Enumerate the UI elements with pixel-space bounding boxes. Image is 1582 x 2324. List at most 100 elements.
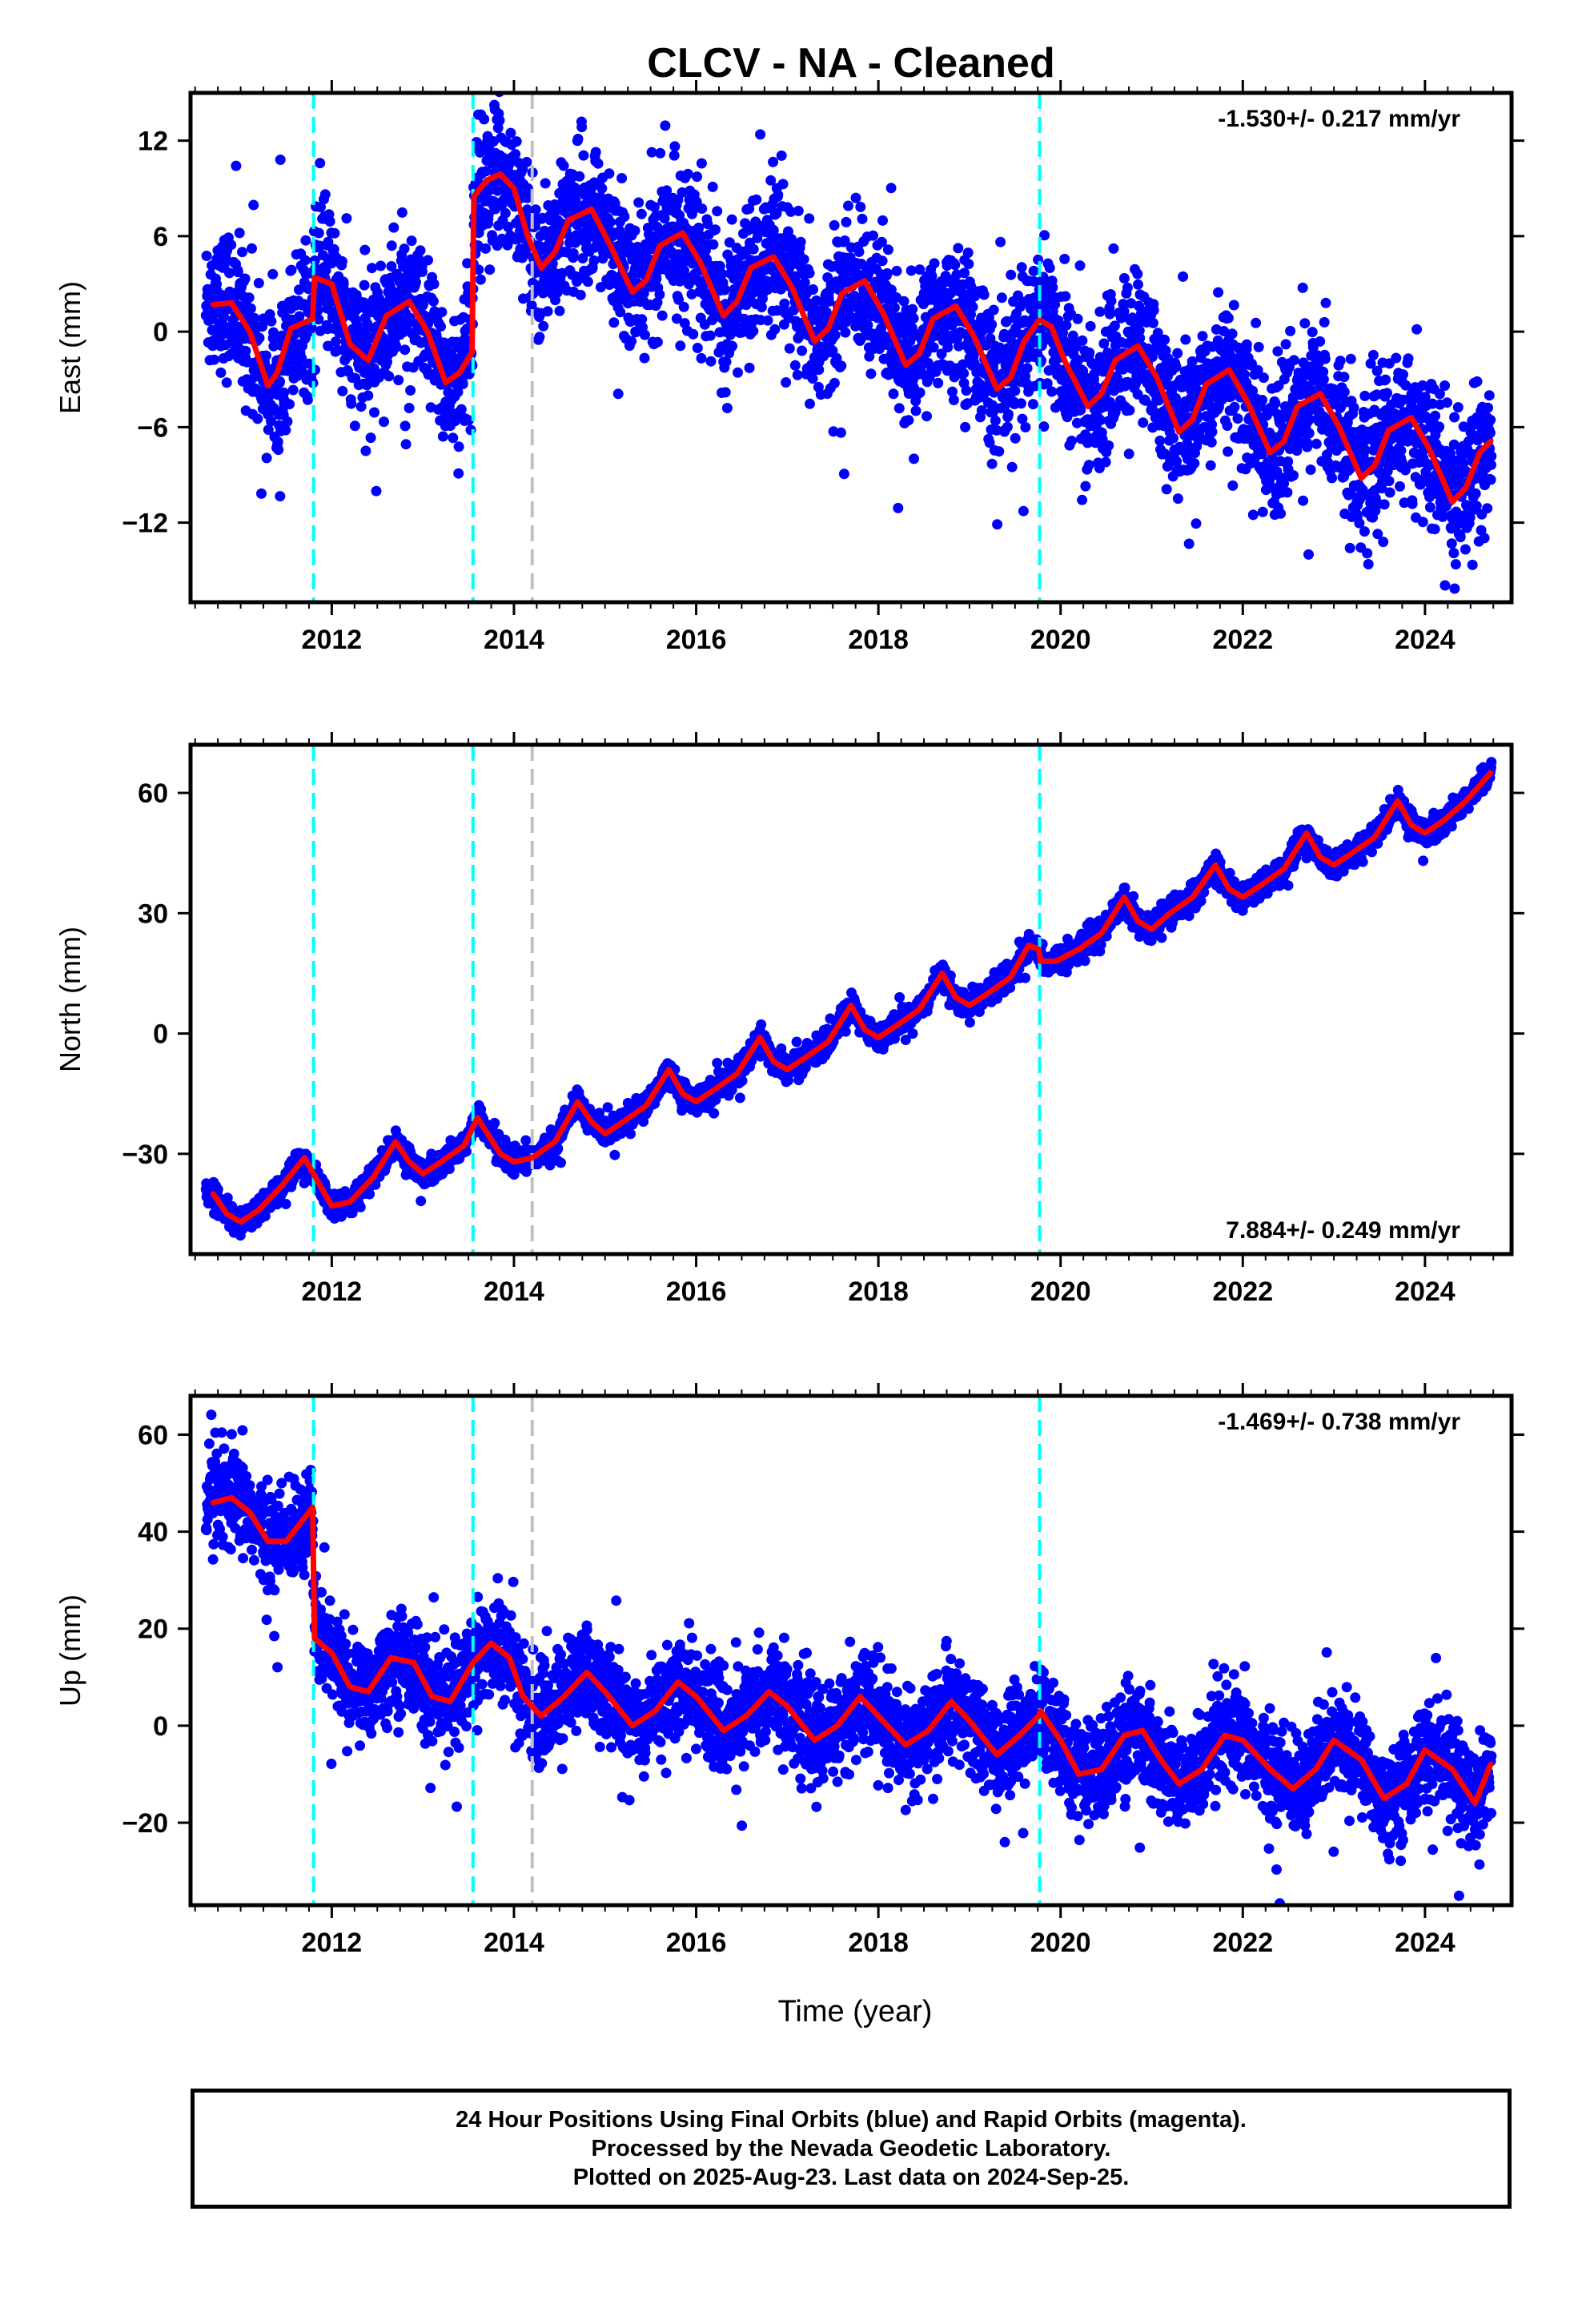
data-point	[996, 292, 1007, 304]
data-point	[669, 150, 680, 161]
data-point	[903, 415, 914, 426]
data-point	[428, 296, 439, 307]
data-point	[1479, 533, 1490, 544]
data-point	[829, 329, 841, 340]
data-point	[1171, 456, 1182, 467]
rate-label: -1.530+/- 0.217 mm/yr	[1218, 106, 1460, 132]
data-point	[1472, 376, 1483, 387]
data-point	[1080, 480, 1091, 492]
data-point	[1028, 265, 1039, 276]
data-point	[473, 264, 484, 275]
data-point	[1022, 363, 1033, 374]
data-point	[963, 259, 974, 270]
data-point	[1482, 503, 1493, 514]
panel-frame	[188, 90, 1514, 605]
data-point	[658, 193, 669, 204]
data-point	[404, 403, 415, 413]
data-point	[1172, 493, 1183, 505]
data-point	[784, 343, 795, 354]
data-point	[1127, 312, 1138, 324]
data-point	[400, 439, 412, 450]
data-point	[396, 207, 408, 218]
data-point	[319, 189, 331, 200]
data-point	[678, 301, 689, 312]
data-point	[1439, 380, 1451, 391]
data-point	[222, 1192, 233, 1204]
data-point	[784, 263, 795, 274]
data-point	[315, 158, 326, 169]
data-point	[1066, 436, 1077, 446]
data-point	[371, 485, 382, 497]
data-point	[505, 127, 516, 139]
data-point	[1417, 517, 1428, 528]
data-point	[708, 239, 719, 250]
data-point	[629, 225, 640, 236]
data-point	[773, 190, 784, 200]
data-point	[843, 200, 853, 211]
data-point	[696, 352, 707, 364]
data-point	[1483, 402, 1493, 413]
data-point	[876, 236, 887, 247]
data-point	[522, 183, 533, 194]
data-point	[765, 175, 777, 186]
data-point	[365, 432, 376, 444]
data-point	[1183, 538, 1195, 549]
data-point	[838, 468, 849, 480]
data-point	[243, 292, 255, 304]
data-point	[986, 319, 998, 330]
data-point	[260, 350, 271, 361]
data-point	[727, 340, 738, 352]
data-point	[651, 273, 662, 284]
data-point	[1288, 355, 1299, 366]
data-point	[696, 158, 707, 169]
data-point	[1282, 487, 1293, 498]
data-point	[1318, 366, 1329, 377]
data-point	[1044, 263, 1055, 273]
data-point	[1471, 501, 1482, 512]
data-point	[386, 240, 397, 251]
data-point	[261, 452, 272, 464]
data-point	[891, 265, 902, 276]
data-point	[755, 129, 766, 140]
data-point	[1476, 525, 1487, 536]
data-point	[1446, 538, 1457, 549]
data-point	[1100, 456, 1111, 468]
data-point	[1442, 397, 1452, 408]
data-point	[616, 173, 628, 183]
data-point	[1434, 388, 1445, 400]
data-point	[726, 214, 737, 225]
data-point	[652, 336, 663, 348]
data-point	[280, 424, 291, 436]
data-point	[721, 403, 733, 413]
data-point	[500, 207, 511, 219]
data-point	[1485, 474, 1496, 485]
data-point	[313, 314, 324, 325]
data-point	[576, 122, 588, 133]
data-point	[266, 416, 276, 427]
data-point	[592, 158, 604, 169]
data-point	[836, 360, 847, 372]
data-point	[751, 194, 762, 205]
data-point	[1319, 316, 1330, 328]
data-point	[1320, 297, 1331, 308]
data-point	[1134, 332, 1146, 344]
data-point	[1229, 401, 1240, 412]
data-point	[1363, 559, 1374, 569]
y-tick-label: −12	[122, 509, 168, 539]
data-point	[660, 120, 671, 131]
data-point	[1272, 346, 1283, 357]
data-point	[906, 323, 917, 333]
data-point	[1382, 465, 1393, 476]
data-point	[1227, 480, 1239, 491]
data-point	[1078, 365, 1089, 376]
data-point	[865, 368, 877, 380]
data-point	[1424, 492, 1435, 503]
data-point	[1180, 334, 1191, 345]
data-point	[936, 348, 947, 360]
data-point	[279, 387, 290, 398]
plot-area	[200, 745, 1497, 1254]
data-point	[910, 405, 921, 416]
data-point	[239, 273, 251, 284]
data-point	[574, 171, 585, 182]
data-point	[991, 424, 1002, 436]
